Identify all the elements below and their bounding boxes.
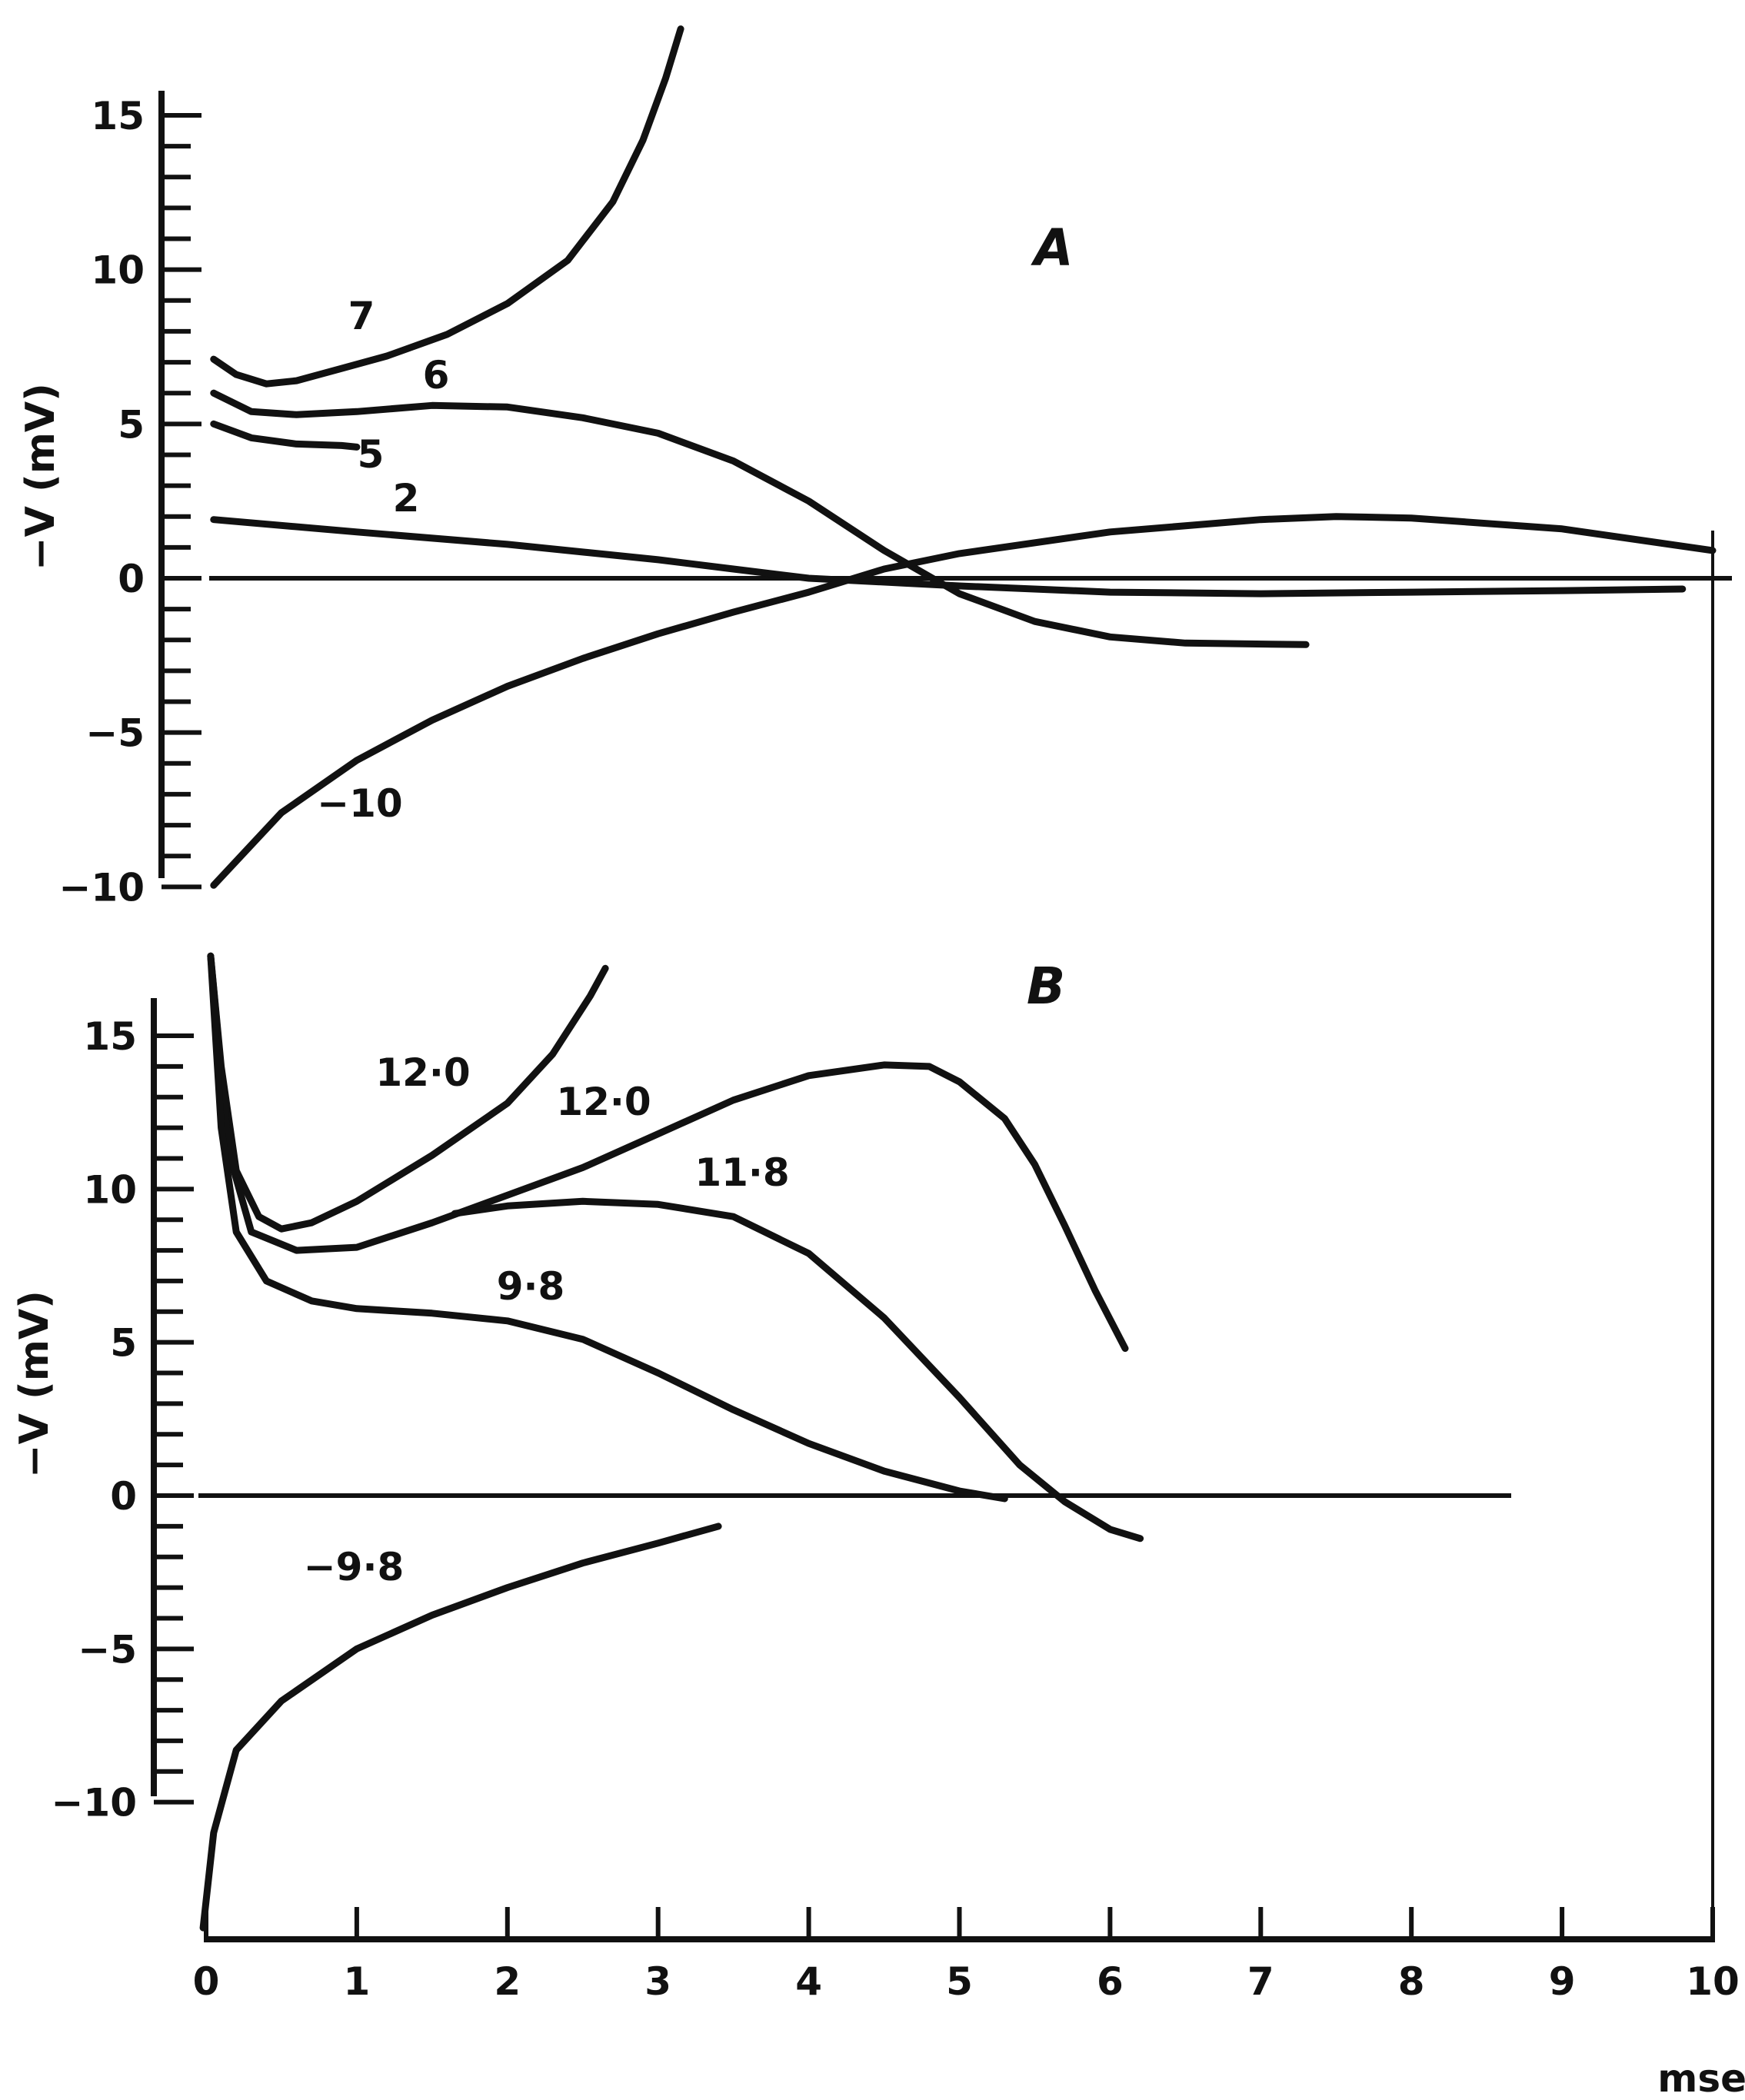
panel-a-curve-10 [210, 513, 1717, 889]
panel-a-y-tick-label: 5 [118, 402, 145, 447]
panel-b-y-tick-label: −5 [78, 1627, 137, 1672]
panel-a-y-tick-label: −10 [59, 865, 145, 910]
panel-b-curve-label-12-0: 12·0 [556, 1080, 651, 1124]
panel-a-y-tick-label: 0 [118, 557, 145, 601]
panel-a-curve-5 [210, 420, 361, 451]
panel-a-curve-7 [210, 25, 684, 388]
x-axis-tick-label: 9 [1549, 1959, 1576, 2004]
panel-a-y-tick-label: −5 [85, 711, 145, 756]
panel-b: B −V (mV) 15 10 5 0 −5 −10 12·0 12·0 11·8 9·8 −9·… [12, 952, 1511, 1932]
panel-a-curve-label-10: −10 [317, 781, 402, 826]
panel-b-y-axis-title: −V (mV) [12, 1290, 58, 1478]
panel-b-curve-label-12-0: 12·0 [375, 1050, 470, 1095]
x-axis-tick-label: 7 [1247, 1959, 1274, 2004]
panel-a-curve-6 [210, 389, 1310, 648]
panel-a-axes: 15 10 5 0 −5 −10 [59, 91, 1732, 910]
panel-b-curve-label-9-8: −9·8 [304, 1545, 404, 1589]
panel-a-curve-label-2: 2 [393, 476, 420, 521]
panel-a-label: A [1030, 218, 1073, 278]
panel-b-y-tick-label: −10 [52, 1781, 137, 1825]
panel-b-y-tick-label: 15 [83, 1014, 137, 1059]
panel-b-curve-label-9-8: 9·8 [497, 1264, 565, 1309]
x-axis-tick-label: 0 [193, 1959, 220, 2004]
panel-b-label: B [1027, 957, 1065, 1016]
x-axis-tick-label: 2 [494, 1959, 521, 2004]
panel-a-y-tick-label: 15 [91, 94, 145, 138]
x-axis-tick-label: 8 [1398, 1959, 1425, 2004]
panel-b-curves: 12·0 12·0 11·8 9·8 −9·8 [199, 952, 1144, 1932]
panel-b-y-tick-label: 0 [110, 1474, 137, 1519]
panel-a-curve-label-5: 5 [358, 432, 385, 477]
x-axis-unit-label: msec [1657, 2056, 1745, 2100]
x-axis-tick-label: 10 [1686, 1959, 1740, 2004]
panel-a-curves: 7 652 −10 [210, 25, 1717, 889]
panel-b-curve-12-0 [207, 952, 1129, 1353]
x-axis-tick-label: 6 [1097, 1959, 1124, 2004]
panel-b-curve-11-8 [451, 1197, 1144, 1543]
panel-b-y-tick-label: 10 [83, 1167, 137, 1212]
x-axis-tick-label: 1 [344, 1959, 371, 2004]
panel-b-axes: 15 10 5 0 −5 −10 [52, 998, 1511, 1825]
x-axis-tick-label: 3 [644, 1959, 671, 2004]
panel-b-curve-12-0 [207, 952, 609, 1233]
panel-a-curve-label-7: 7 [348, 294, 375, 338]
panel-a-y-axis-title: −V (mV) [18, 383, 64, 571]
panel-a-y-tick-label: 10 [91, 248, 145, 293]
panel-b-y-tick-label: 5 [110, 1321, 137, 1366]
panel-b-curve-label-11-8: 11·8 [694, 1150, 789, 1195]
panel-b-curve-9-8 [199, 1523, 722, 1932]
panel-b-curve-9-8 [207, 952, 1008, 1503]
x-axis-tick-label: 4 [795, 1959, 822, 2004]
x-axis-tick-label: 5 [946, 1959, 973, 2004]
panel-a-curve-2 [210, 516, 1687, 597]
panel-a-curve-label-6: 6 [423, 353, 450, 398]
x-axis: msec 0 1 2 3 4 5 6 7 8 9 10 [193, 1897, 1745, 2100]
